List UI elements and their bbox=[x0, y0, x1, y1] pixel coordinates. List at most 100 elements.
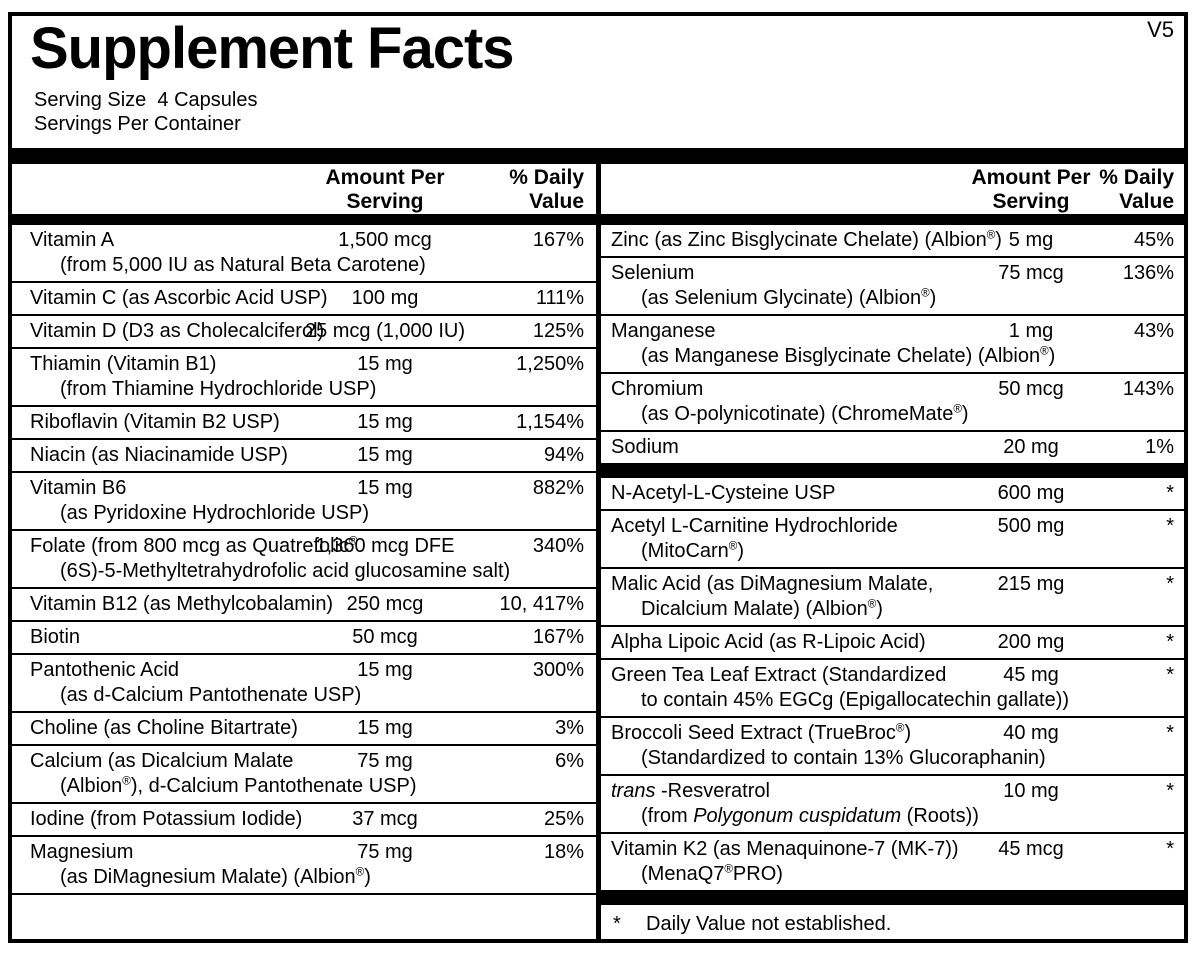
left-ingredient-column: Vitamin A 1,500 mcg 167% (from 5,000 IU … bbox=[12, 225, 601, 939]
amount-header-line1: Amount Per bbox=[325, 166, 445, 189]
column-headers: Amount Per Serving % Daily Value Amount … bbox=[12, 164, 1184, 214]
ingredient-detail: (from Thiamine Hydrochloride USP) bbox=[60, 378, 377, 400]
right-ingredient-column: Zinc (as Zinc Bisglycinate Chelate) (Alb… bbox=[601, 225, 1184, 939]
ingredient-amount: 250 mcg bbox=[346, 593, 424, 615]
ingredient-name: Green Tea Leaf Extract (Standardized bbox=[611, 664, 947, 686]
footnote-divider-bar bbox=[601, 890, 1184, 905]
version-label: V5 bbox=[1147, 17, 1174, 42]
amount-header-line1: Amount Per bbox=[971, 166, 1091, 189]
ingredient-amount: 5 mg bbox=[1008, 229, 1054, 251]
ingredient-daily-value: 3% bbox=[555, 717, 584, 739]
ingredient-amount: 600 mg bbox=[997, 482, 1065, 504]
ingredient-daily-value: 1% bbox=[1145, 436, 1174, 458]
table-row: Zinc (as Zinc Bisglycinate Chelate) (Alb… bbox=[601, 225, 1184, 258]
ingredient-detail: (MenaQ7®PRO) bbox=[641, 862, 783, 885]
ingredient-name: Folate (from 800 mcg as Quatrefolic® bbox=[30, 534, 358, 557]
ingredient-name: Calcium (as Dicalcium Malate bbox=[30, 750, 294, 772]
column-header-divider-bar bbox=[12, 214, 1184, 225]
table-row: Choline (as Choline Bitartrate) 15 mg 3% bbox=[12, 713, 596, 746]
ingredient-amount: 75 mg bbox=[357, 750, 413, 772]
ingredient-amount: 500 mg bbox=[997, 515, 1065, 537]
section-divider-bar bbox=[601, 463, 1184, 478]
ingredient-name: Alpha Lipoic Acid (as R-Lipoic Acid) bbox=[611, 631, 926, 653]
servings-per-container-text: Servings Per Container bbox=[34, 113, 241, 135]
ingredient-daily-value: 136% bbox=[1122, 262, 1174, 284]
ingredient-detail: (as Manganese Bisglycinate Chelate) (Alb… bbox=[641, 344, 1056, 367]
ingredient-daily-value: 300% bbox=[532, 659, 584, 681]
ingredient-name: Manganese bbox=[611, 320, 716, 342]
ingredient-name: Vitamin A bbox=[30, 229, 115, 251]
ingredient-name: Niacin (as Niacinamide USP) bbox=[30, 444, 288, 466]
table-row: Chromium 50 mcg 143% (as O-polynicotinat… bbox=[601, 374, 1184, 432]
ingredient-name: Chromium bbox=[611, 378, 704, 400]
ingredient-detail: (MitoCarn®) bbox=[641, 539, 745, 562]
ingredient-columns: Vitamin A 1,500 mcg 167% (from 5,000 IU … bbox=[12, 225, 1184, 939]
table-row: Selenium 75 mcg 136% (as Selenium Glycin… bbox=[601, 258, 1184, 316]
ingredient-detail: (6S)-5-Methyltetrahydrofolic acid glucos… bbox=[60, 560, 511, 582]
table-row: Vitamin B6 15 mg 882% (as Pyridoxine Hyd… bbox=[12, 473, 596, 531]
ingredient-name: Vitamin B6 bbox=[30, 477, 127, 499]
ingredient-daily-value: 167% bbox=[532, 229, 584, 251]
ingredient-daily-value: * bbox=[1166, 780, 1174, 802]
ingredient-name: Riboflavin (Vitamin B2 USP) bbox=[30, 411, 280, 433]
supplement-facts-panel: V5 Supplement Facts Serving Size 4 Capsu… bbox=[8, 12, 1188, 943]
ingredient-daily-value: 25% bbox=[543, 808, 584, 830]
ingredient-name: Sodium bbox=[611, 436, 679, 458]
ingredient-detail: (as DiMagnesium Malate) (Albion®) bbox=[60, 865, 371, 888]
ingredient-daily-value: 45% bbox=[1133, 229, 1174, 251]
ingredient-name: Iodine (from Potassium Iodide) bbox=[30, 808, 303, 830]
ingredient-daily-value: 125% bbox=[532, 320, 584, 342]
ingredient-daily-value: * bbox=[1166, 631, 1174, 653]
ingredient-name: N-Acetyl-L-Cysteine USP bbox=[611, 482, 836, 504]
table-row: Broccoli Seed Extract (TrueBroc®) 40 mg … bbox=[601, 718, 1184, 776]
ingredient-amount: 50 mcg bbox=[998, 378, 1064, 400]
table-row: Manganese 1 mg 43% (as Manganese Bisglyc… bbox=[601, 316, 1184, 374]
dv-header-line1: % Daily bbox=[509, 166, 584, 189]
ingredient-detail: (as Pyridoxine Hydrochloride USP) bbox=[60, 502, 370, 524]
table-row: Biotin 50 mcg 167% bbox=[12, 622, 596, 655]
ingredient-amount: 15 mg bbox=[357, 444, 413, 466]
table-row: Green Tea Leaf Extract (Standardized 45 … bbox=[601, 660, 1184, 718]
ingredient-name: Thiamin (Vitamin B1) bbox=[30, 353, 217, 375]
right-column-header: Amount Per Serving % Daily Value bbox=[601, 164, 1184, 214]
dv-header-line2: Value bbox=[529, 190, 584, 213]
ingredient-amount: 1 mg bbox=[1008, 320, 1054, 342]
ingredient-amount: 15 mg bbox=[357, 477, 413, 499]
ingredient-name: Acetyl L-Carnitine Hydrochloride bbox=[611, 515, 898, 537]
ingredient-name: Vitamin B12 (as Methylcobalamin) bbox=[30, 593, 334, 615]
daily-value-footnote: * Daily Value not established. bbox=[601, 905, 1184, 937]
table-row: Pantothenic Acid 15 mg 300% (as d-Calciu… bbox=[12, 655, 596, 713]
ingredient-amount: 25 mcg (1,000 IU) bbox=[304, 320, 466, 342]
ingredient-amount: 15 mg bbox=[357, 659, 413, 681]
amount-per-serving-header: Amount Per Serving bbox=[941, 166, 1121, 214]
table-row: Vitamin D (D3 as Cholecalciferol) 25 mcg… bbox=[12, 316, 596, 349]
header-divider-bar bbox=[12, 148, 1184, 164]
table-row: Thiamin (Vitamin B1) 15 mg 1,250% (from … bbox=[12, 349, 596, 407]
daily-value-header: % Daily Value bbox=[509, 166, 584, 214]
ingredient-name: Selenium bbox=[611, 262, 695, 284]
table-row: Vitamin B12 (as Methylcobalamin) 250 mcg… bbox=[12, 589, 596, 622]
ingredient-daily-value: * bbox=[1166, 482, 1174, 504]
ingredient-amount: 20 mg bbox=[1003, 436, 1059, 458]
ingredient-amount: 50 mcg bbox=[352, 626, 418, 648]
table-row: Vitamin A 1,500 mcg 167% (from 5,000 IU … bbox=[12, 225, 596, 283]
ingredient-detail: (as O-polynicotinate) (ChromeMate®) bbox=[641, 402, 969, 425]
ingredient-daily-value: * bbox=[1166, 838, 1174, 860]
ingredient-daily-value: 111% bbox=[535, 287, 584, 309]
daily-value-header: % Daily Value bbox=[1099, 166, 1174, 214]
ingredient-detail: to contain 45% EGCg (Epigallocatechin ga… bbox=[641, 689, 1070, 711]
table-row: Sodium 20 mg 1% bbox=[601, 432, 1184, 463]
table-row: Malic Acid (as DiMagnesium Malate, 215 m… bbox=[601, 569, 1184, 627]
ingredient-detail: (Albion®), d-Calcium Pantothenate USP) bbox=[60, 774, 417, 797]
table-row: Vitamin C (as Ascorbic Acid USP) 100 mg … bbox=[12, 283, 596, 316]
ingredient-daily-value: * bbox=[1166, 722, 1174, 744]
ingredient-detail: (Standardized to contain 13% Glucoraphan… bbox=[641, 747, 1046, 769]
ingredient-detail: (from Polygonum cuspidatum (Roots)) bbox=[641, 805, 979, 827]
amount-header-line2: Serving bbox=[992, 190, 1070, 213]
ingredient-daily-value: 43% bbox=[1133, 320, 1174, 342]
table-row: Folate (from 800 mcg as Quatrefolic® 1,3… bbox=[12, 531, 596, 589]
ingredient-daily-value: 167% bbox=[532, 626, 584, 648]
ingredient-name: Vitamin K2 (as Menaquinone-7 (MK-7)) bbox=[611, 838, 959, 860]
footnote-text: Daily Value not established. bbox=[646, 913, 892, 935]
ingredient-daily-value: 340% bbox=[532, 535, 584, 557]
